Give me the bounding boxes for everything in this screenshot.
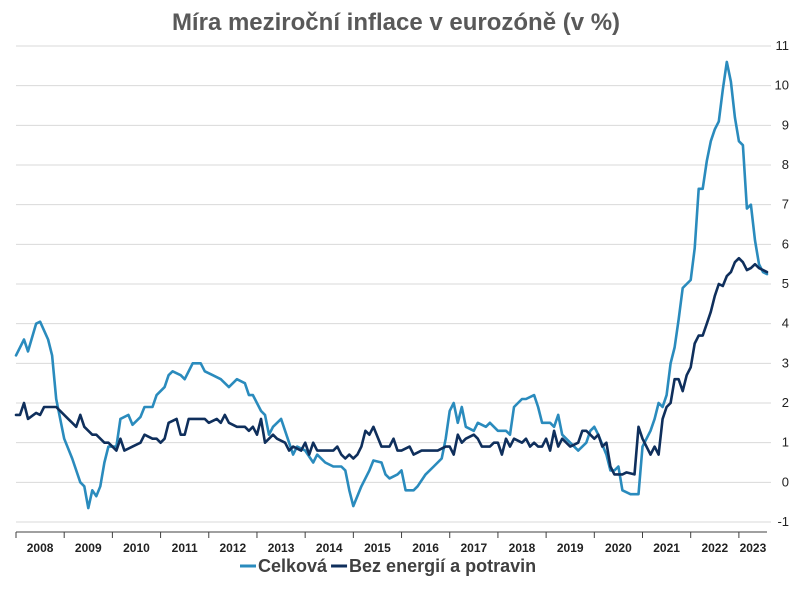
y-tick-label: 0 <box>782 474 789 489</box>
x-tick-label: 2008 <box>27 541 54 555</box>
x-axis: 2008 2009 2010 2011 2012 2013 2014 2015 2016 2017… <box>15 531 767 555</box>
x-tick-label: 2019 <box>557 541 584 555</box>
series-lines <box>14 60 769 510</box>
x-tick-label: 2015 <box>364 541 391 555</box>
y-tick-label: 6 <box>782 236 789 251</box>
y-tick-label: -1 <box>777 514 789 529</box>
x-tick-label: 2018 <box>509 541 536 555</box>
x-tick-label: 2014 <box>316 541 343 555</box>
x-tick-label: 2012 <box>220 541 247 555</box>
x-tick-label: 2023 <box>740 541 767 555</box>
legend-label: Bez energií a potravin <box>349 556 536 576</box>
legend-label: Celková <box>258 556 328 576</box>
x-tick-label: 2010 <box>123 541 150 555</box>
x-tick-label: 2009 <box>75 541 102 555</box>
x-tick-label: 2021 <box>653 541 680 555</box>
y-tick-label: 7 <box>782 197 789 212</box>
y-tick-label: 10 <box>775 78 789 93</box>
series-line-2 <box>14 256 769 476</box>
x-tick-label: 2013 <box>268 541 295 555</box>
y-tick-label: 3 <box>782 355 789 370</box>
chart-title: Míra meziroční inflace v eurozóně (v %) <box>172 9 620 36</box>
y-tick-label: 9 <box>782 117 789 132</box>
x-tick-label: 2017 <box>460 541 487 555</box>
x-tick-label: 2022 <box>701 541 728 555</box>
y-tick-label: 2 <box>782 395 789 410</box>
y-tick-label: 5 <box>782 276 789 291</box>
y-tick-label: 11 <box>776 38 790 53</box>
y-tick-label: 1 <box>782 435 789 450</box>
x-tick-label: 2011 <box>172 541 198 555</box>
y-tick-label: 4 <box>782 316 789 331</box>
legend: Celková Bez energií a potravin <box>240 556 536 576</box>
x-tick-label: 2020 <box>605 541 632 555</box>
y-tick-label: 8 <box>782 157 789 172</box>
x-tick-label: 2016 <box>412 541 439 555</box>
series-line-1 <box>14 60 769 510</box>
